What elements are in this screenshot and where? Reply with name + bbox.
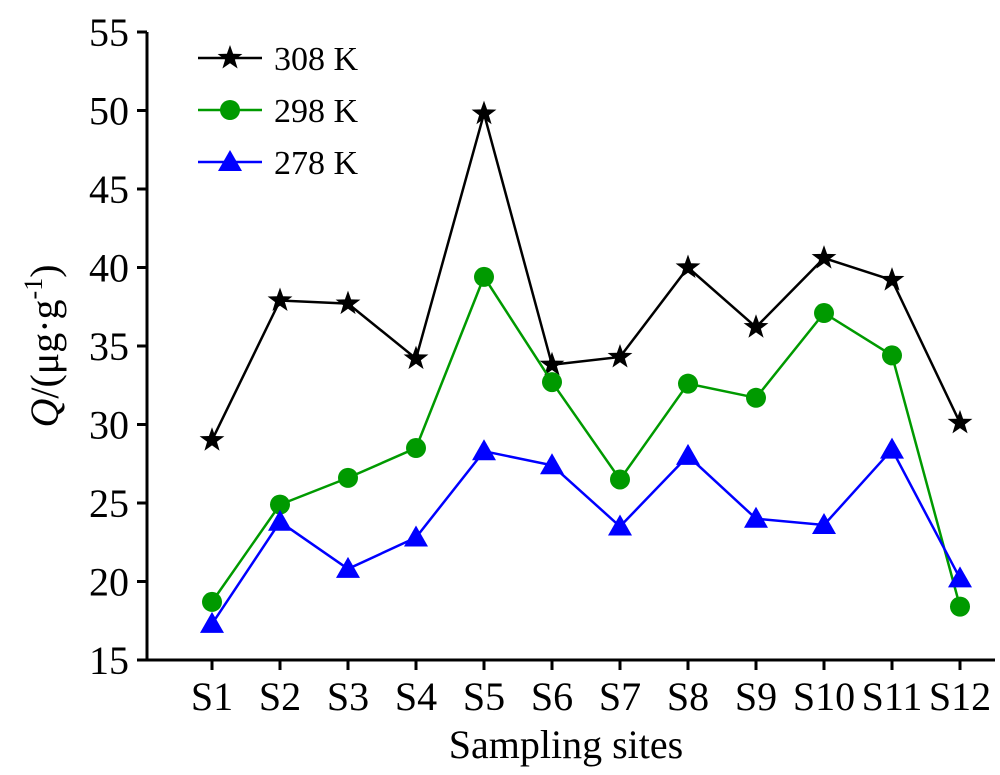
data-point (608, 514, 632, 536)
x-tick-label: S11 (862, 674, 923, 719)
y-tick-label: 50 (89, 89, 129, 134)
data-point (947, 409, 973, 434)
x-tick-label: S1 (191, 674, 233, 719)
data-point (607, 344, 633, 368)
data-point (743, 314, 769, 338)
series-line (210, 274, 962, 607)
y-axis-unit-sup: -1 (19, 278, 48, 300)
data-point (404, 525, 428, 547)
x-tick-label: S6 (531, 674, 573, 719)
data-point (335, 290, 361, 315)
y-axis-title: Q/(μg·g-1) (19, 264, 67, 427)
x-tick-label: S2 (259, 674, 301, 719)
series-0 (199, 100, 973, 451)
data-point (542, 372, 562, 393)
x-axis-title: Sampling sites (449, 722, 683, 767)
series-2 (200, 437, 972, 633)
y-axis-symbol: Q (22, 399, 67, 428)
x-tick-label: S8 (667, 674, 709, 719)
data-point (268, 509, 292, 531)
data-point (539, 351, 565, 376)
y-ticks: 15 20 25 30 35 40 45 50 55 (89, 10, 147, 683)
data-point (675, 254, 701, 278)
x-tick-label: S9 (735, 674, 777, 719)
legend-label: 298 K (274, 93, 359, 130)
data-point (610, 469, 630, 490)
data-point (199, 427, 225, 451)
data-point (472, 439, 496, 461)
y-axis-unit-close: ) (22, 264, 67, 277)
data-point (950, 596, 970, 617)
legend-item: 308 K (198, 41, 359, 78)
legend-marker (217, 45, 243, 69)
series-line (210, 108, 962, 441)
y-tick-label: 15 (89, 638, 129, 683)
data-point (403, 345, 429, 370)
legend-label: 278 K (274, 145, 359, 182)
x-tick-label: S10 (793, 674, 855, 719)
x-tick-label: S7 (599, 674, 641, 719)
legend-item: 278 K (198, 145, 359, 182)
data-point (880, 437, 904, 459)
data-point (811, 245, 837, 269)
y-tick-label: 20 (89, 560, 129, 605)
data-point (200, 611, 224, 633)
y-tick-label: 25 (89, 481, 129, 526)
data-point (336, 556, 360, 578)
x-tick-label: S3 (327, 674, 369, 719)
y-tick-label: 45 (89, 167, 129, 212)
x-tick-label: S12 (929, 674, 991, 719)
data-point (814, 303, 834, 324)
data-point (744, 506, 768, 528)
data-point (678, 373, 698, 394)
y-axis-unit-open: /(μg·g (22, 299, 67, 398)
data-point (879, 267, 905, 291)
legend-item: 298 K (198, 93, 359, 130)
data-point (406, 438, 426, 459)
legend-marker (220, 100, 240, 120)
data-point (267, 287, 293, 311)
data-point (202, 591, 222, 612)
data-point (882, 345, 902, 366)
x-ticks: S1 S2 S3 S4 S5 S6 S7 S8 S9 S10 S11 S12 (191, 660, 991, 719)
series-layer (199, 100, 973, 633)
series-line (210, 447, 962, 625)
x-tick-label: S4 (395, 674, 437, 719)
y-tick-label: 40 (89, 246, 129, 291)
y-tick-label: 35 (89, 324, 129, 369)
data-point (471, 100, 497, 125)
data-point (812, 513, 836, 534)
data-point (676, 443, 700, 465)
series-1 (202, 266, 970, 617)
y-tick-label: 55 (89, 10, 129, 55)
data-point (338, 467, 358, 488)
y-tick-label: 30 (89, 403, 129, 448)
data-point (948, 566, 972, 588)
data-point (270, 494, 290, 515)
data-point (540, 453, 564, 475)
data-point (474, 266, 494, 287)
legend: 308 K 298 K 278 K (198, 41, 359, 182)
data-point (746, 387, 766, 408)
legend-marker (218, 150, 242, 171)
legend-label: 308 K (274, 41, 359, 78)
x-tick-label: S5 (463, 674, 505, 719)
